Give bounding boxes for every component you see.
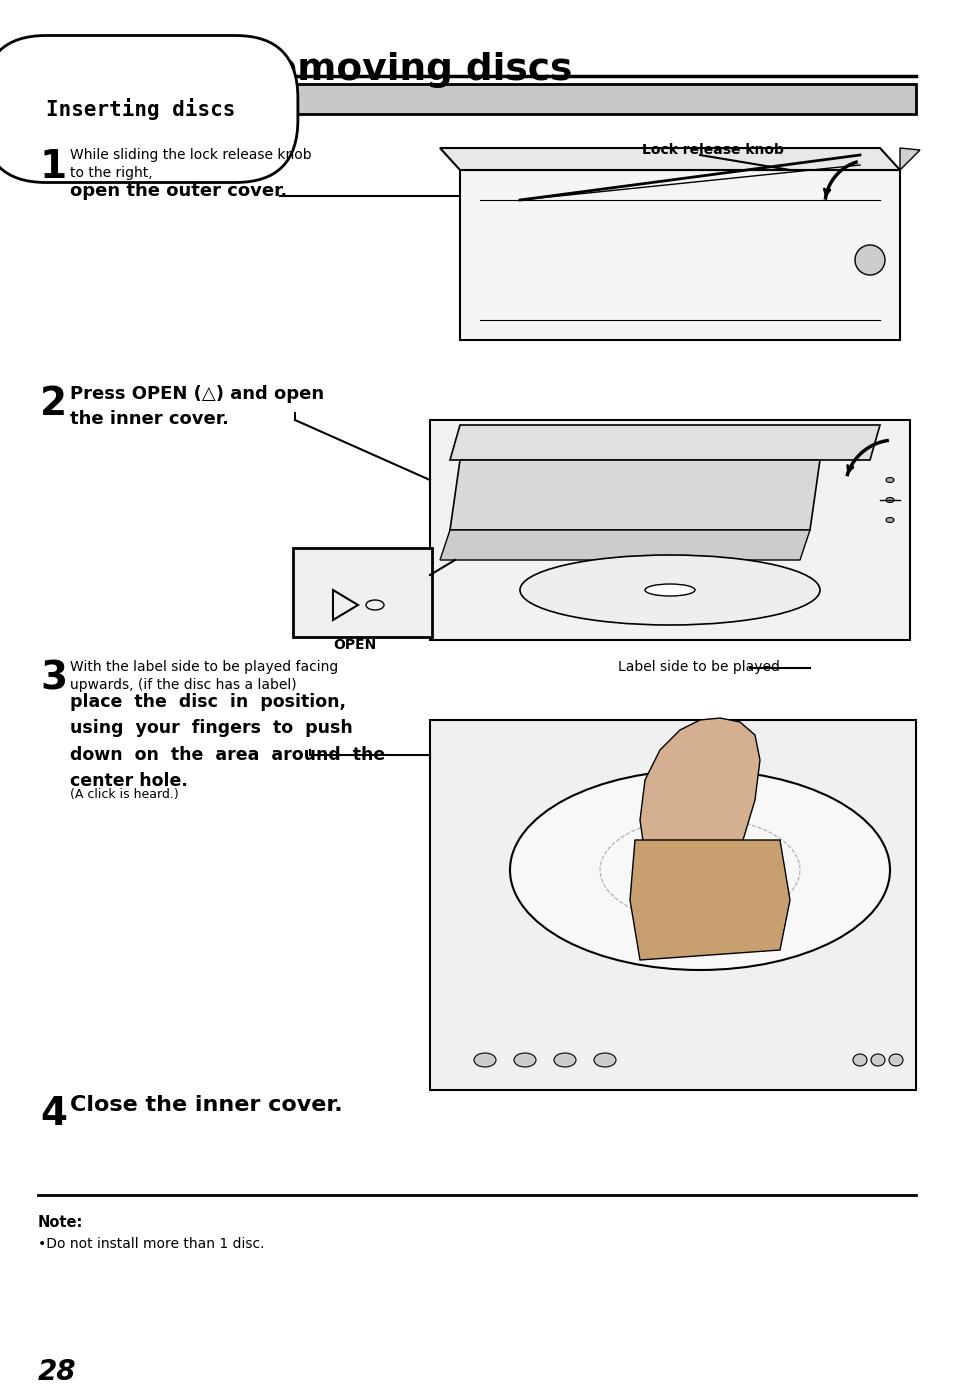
Text: 4: 4	[40, 1096, 67, 1133]
FancyBboxPatch shape	[293, 548, 432, 637]
Text: •Do not install more than 1 disc.: •Do not install more than 1 disc.	[38, 1237, 264, 1251]
Ellipse shape	[594, 1053, 616, 1066]
Polygon shape	[899, 148, 919, 170]
Ellipse shape	[510, 770, 889, 969]
Text: (A click is heard.): (A click is heard.)	[70, 788, 178, 801]
Polygon shape	[629, 839, 789, 960]
Text: Press OPEN (△) and open
the inner cover.: Press OPEN (△) and open the inner cover.	[70, 385, 324, 428]
Text: Note:: Note:	[38, 1215, 83, 1230]
Polygon shape	[639, 717, 760, 885]
Text: Label side to be played: Label side to be played	[618, 661, 779, 674]
Text: 2: 2	[40, 385, 67, 422]
Text: Lock release knob: Lock release knob	[641, 143, 783, 157]
Ellipse shape	[852, 1054, 866, 1066]
Ellipse shape	[885, 518, 893, 522]
Ellipse shape	[554, 1053, 576, 1066]
Polygon shape	[430, 420, 909, 640]
Ellipse shape	[885, 478, 893, 482]
Text: OPEN: OPEN	[333, 638, 376, 652]
Ellipse shape	[519, 555, 820, 625]
Ellipse shape	[644, 584, 695, 596]
Ellipse shape	[672, 856, 727, 884]
Text: 1: 1	[40, 148, 67, 186]
Text: Inserting/Removing discs: Inserting/Removing discs	[38, 53, 572, 89]
Polygon shape	[439, 530, 809, 560]
Ellipse shape	[514, 1053, 536, 1066]
FancyBboxPatch shape	[38, 84, 915, 114]
Text: Inserting discs: Inserting discs	[46, 98, 235, 120]
Polygon shape	[459, 170, 899, 339]
Text: open the outer cover.: open the outer cover.	[70, 181, 287, 199]
Ellipse shape	[885, 497, 893, 503]
Text: 28: 28	[38, 1359, 76, 1385]
Text: With the label side to be played facing
upwards, (if the disc has a label): With the label side to be played facing …	[70, 661, 338, 692]
Text: place  the  disc  in  position,
using  your  fingers  to  push
down  on  the  ar: place the disc in position, using your f…	[70, 692, 385, 791]
Ellipse shape	[474, 1053, 496, 1066]
Text: 3: 3	[40, 661, 67, 698]
Polygon shape	[430, 720, 915, 1090]
Ellipse shape	[854, 245, 884, 276]
Ellipse shape	[888, 1054, 902, 1066]
Polygon shape	[450, 460, 820, 530]
Text: Close the inner cover.: Close the inner cover.	[70, 1096, 342, 1115]
Polygon shape	[439, 148, 899, 170]
Text: While sliding the lock release knob
to the right,: While sliding the lock release knob to t…	[70, 148, 312, 180]
Polygon shape	[450, 425, 879, 460]
Ellipse shape	[870, 1054, 884, 1066]
